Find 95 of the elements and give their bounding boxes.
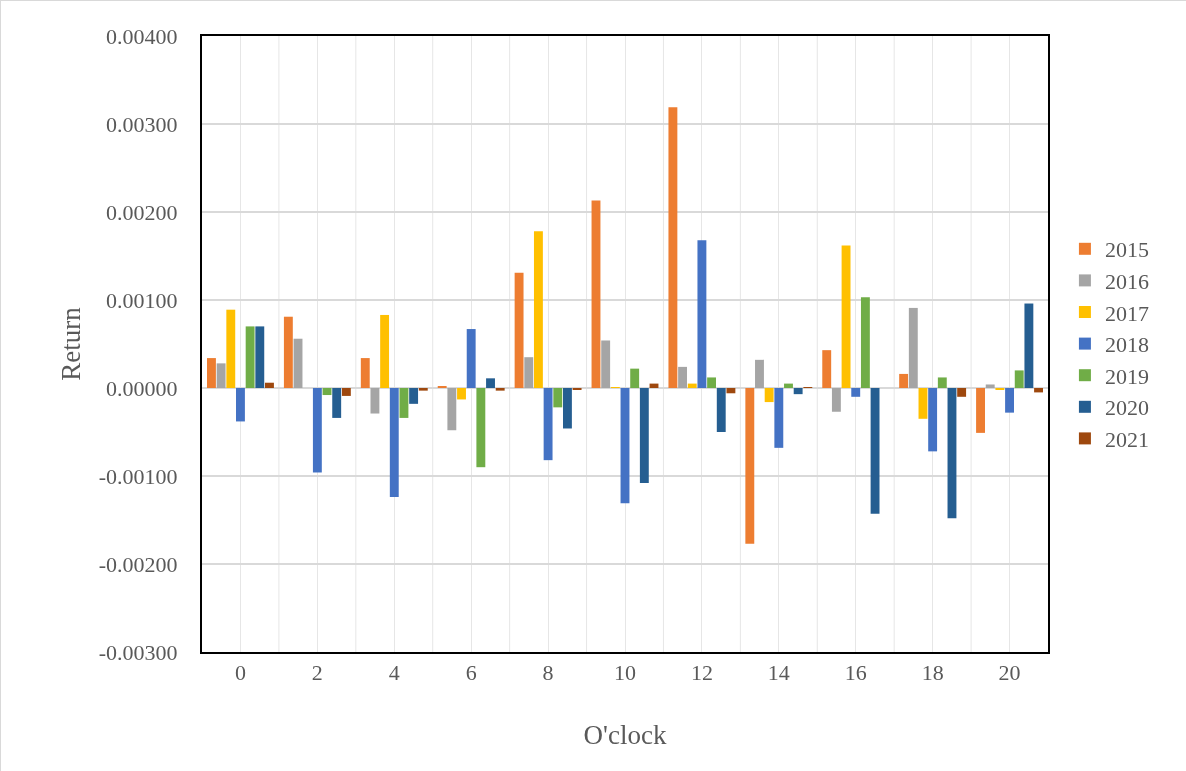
bar xyxy=(793,388,803,395)
bar xyxy=(562,388,572,429)
x-tick-label: 8 xyxy=(542,660,554,686)
bar xyxy=(380,314,390,388)
bar xyxy=(784,383,793,388)
bar xyxy=(755,359,764,388)
bar xyxy=(447,388,457,431)
bar xyxy=(245,326,255,388)
bar xyxy=(533,231,543,388)
y-tick-label: -0.00300 xyxy=(98,639,178,665)
bar xyxy=(697,240,707,388)
bar xyxy=(918,388,928,419)
y-tick-label: 0.00200 xyxy=(106,199,178,225)
bar xyxy=(457,388,466,400)
bar xyxy=(937,377,947,388)
bar xyxy=(1024,303,1034,388)
bar xyxy=(312,388,322,473)
bar xyxy=(726,388,736,394)
bar xyxy=(553,388,563,408)
bar xyxy=(985,384,995,388)
bar xyxy=(207,358,216,388)
bar xyxy=(860,297,870,388)
y-tick-label: -0.00100 xyxy=(98,463,178,489)
x-tick-label: 16 xyxy=(844,660,867,686)
bar xyxy=(236,388,245,422)
bar xyxy=(947,388,957,519)
y-tick-label: 0.00000 xyxy=(106,375,178,401)
bar xyxy=(668,107,678,388)
legend-label: 2015 xyxy=(1104,237,1149,263)
bar xyxy=(265,382,274,388)
legend-label: 2021 xyxy=(1104,426,1149,452)
legend-label: 2016 xyxy=(1104,268,1149,294)
bar xyxy=(639,388,649,484)
bar xyxy=(870,388,880,514)
y-tick-label: 0.00300 xyxy=(106,111,178,137)
x-axis-title: O'clock xyxy=(583,720,667,750)
bar xyxy=(466,329,476,388)
bar xyxy=(716,388,726,432)
bar xyxy=(831,388,841,412)
bar xyxy=(418,388,428,391)
bar xyxy=(370,388,380,414)
legend-label: 2018 xyxy=(1104,332,1149,358)
bar xyxy=(283,316,293,388)
x-tick-label: 12 xyxy=(690,660,713,686)
bar xyxy=(332,388,342,418)
bar xyxy=(678,366,688,388)
bar xyxy=(774,388,784,448)
bar xyxy=(822,350,832,388)
bar xyxy=(399,388,409,418)
bar xyxy=(216,363,226,388)
x-tick-label: 6 xyxy=(465,660,477,686)
bar xyxy=(687,383,697,388)
bar xyxy=(360,358,370,388)
legend-label: 2019 xyxy=(1104,363,1149,389)
y-tick-label: 0.00100 xyxy=(106,287,178,313)
legend-label: 2017 xyxy=(1104,300,1149,326)
bar xyxy=(976,388,985,433)
bar xyxy=(908,307,918,388)
legend-label: 2020 xyxy=(1104,395,1149,421)
bar xyxy=(495,388,505,391)
bar xyxy=(226,309,236,388)
x-tick-label: 2 xyxy=(311,660,323,686)
bar xyxy=(591,200,601,388)
bar xyxy=(601,340,611,388)
bar xyxy=(745,388,755,544)
x-tick-label: 14 xyxy=(767,660,790,686)
x-tick-label: 0 xyxy=(234,660,246,686)
bar xyxy=(899,373,909,388)
bar xyxy=(543,388,553,461)
x-tick-label: 4 xyxy=(388,660,400,686)
y-tick-label: 0.00400 xyxy=(106,23,178,49)
bar xyxy=(957,388,967,397)
bar xyxy=(1034,388,1043,393)
bar xyxy=(630,368,640,388)
bar xyxy=(620,388,630,504)
x-tick-label: 18 xyxy=(921,660,944,686)
x-tick-label: 20 xyxy=(998,660,1021,686)
bar xyxy=(409,388,419,404)
y-tick-label: -0.00200 xyxy=(98,551,178,577)
bar xyxy=(1005,388,1014,413)
y-axis-title: Return xyxy=(56,306,87,381)
bar xyxy=(341,388,351,396)
bar xyxy=(851,388,861,397)
bar xyxy=(928,388,938,452)
x-tick-label: 10 xyxy=(614,660,636,686)
bar xyxy=(476,388,486,468)
bar xyxy=(255,326,265,388)
bar xyxy=(707,377,717,388)
bar xyxy=(764,388,774,403)
bar xyxy=(1014,370,1024,388)
bar xyxy=(841,245,851,388)
bar xyxy=(524,357,534,388)
bar xyxy=(486,378,495,388)
bar xyxy=(389,388,399,498)
bar xyxy=(514,272,524,388)
